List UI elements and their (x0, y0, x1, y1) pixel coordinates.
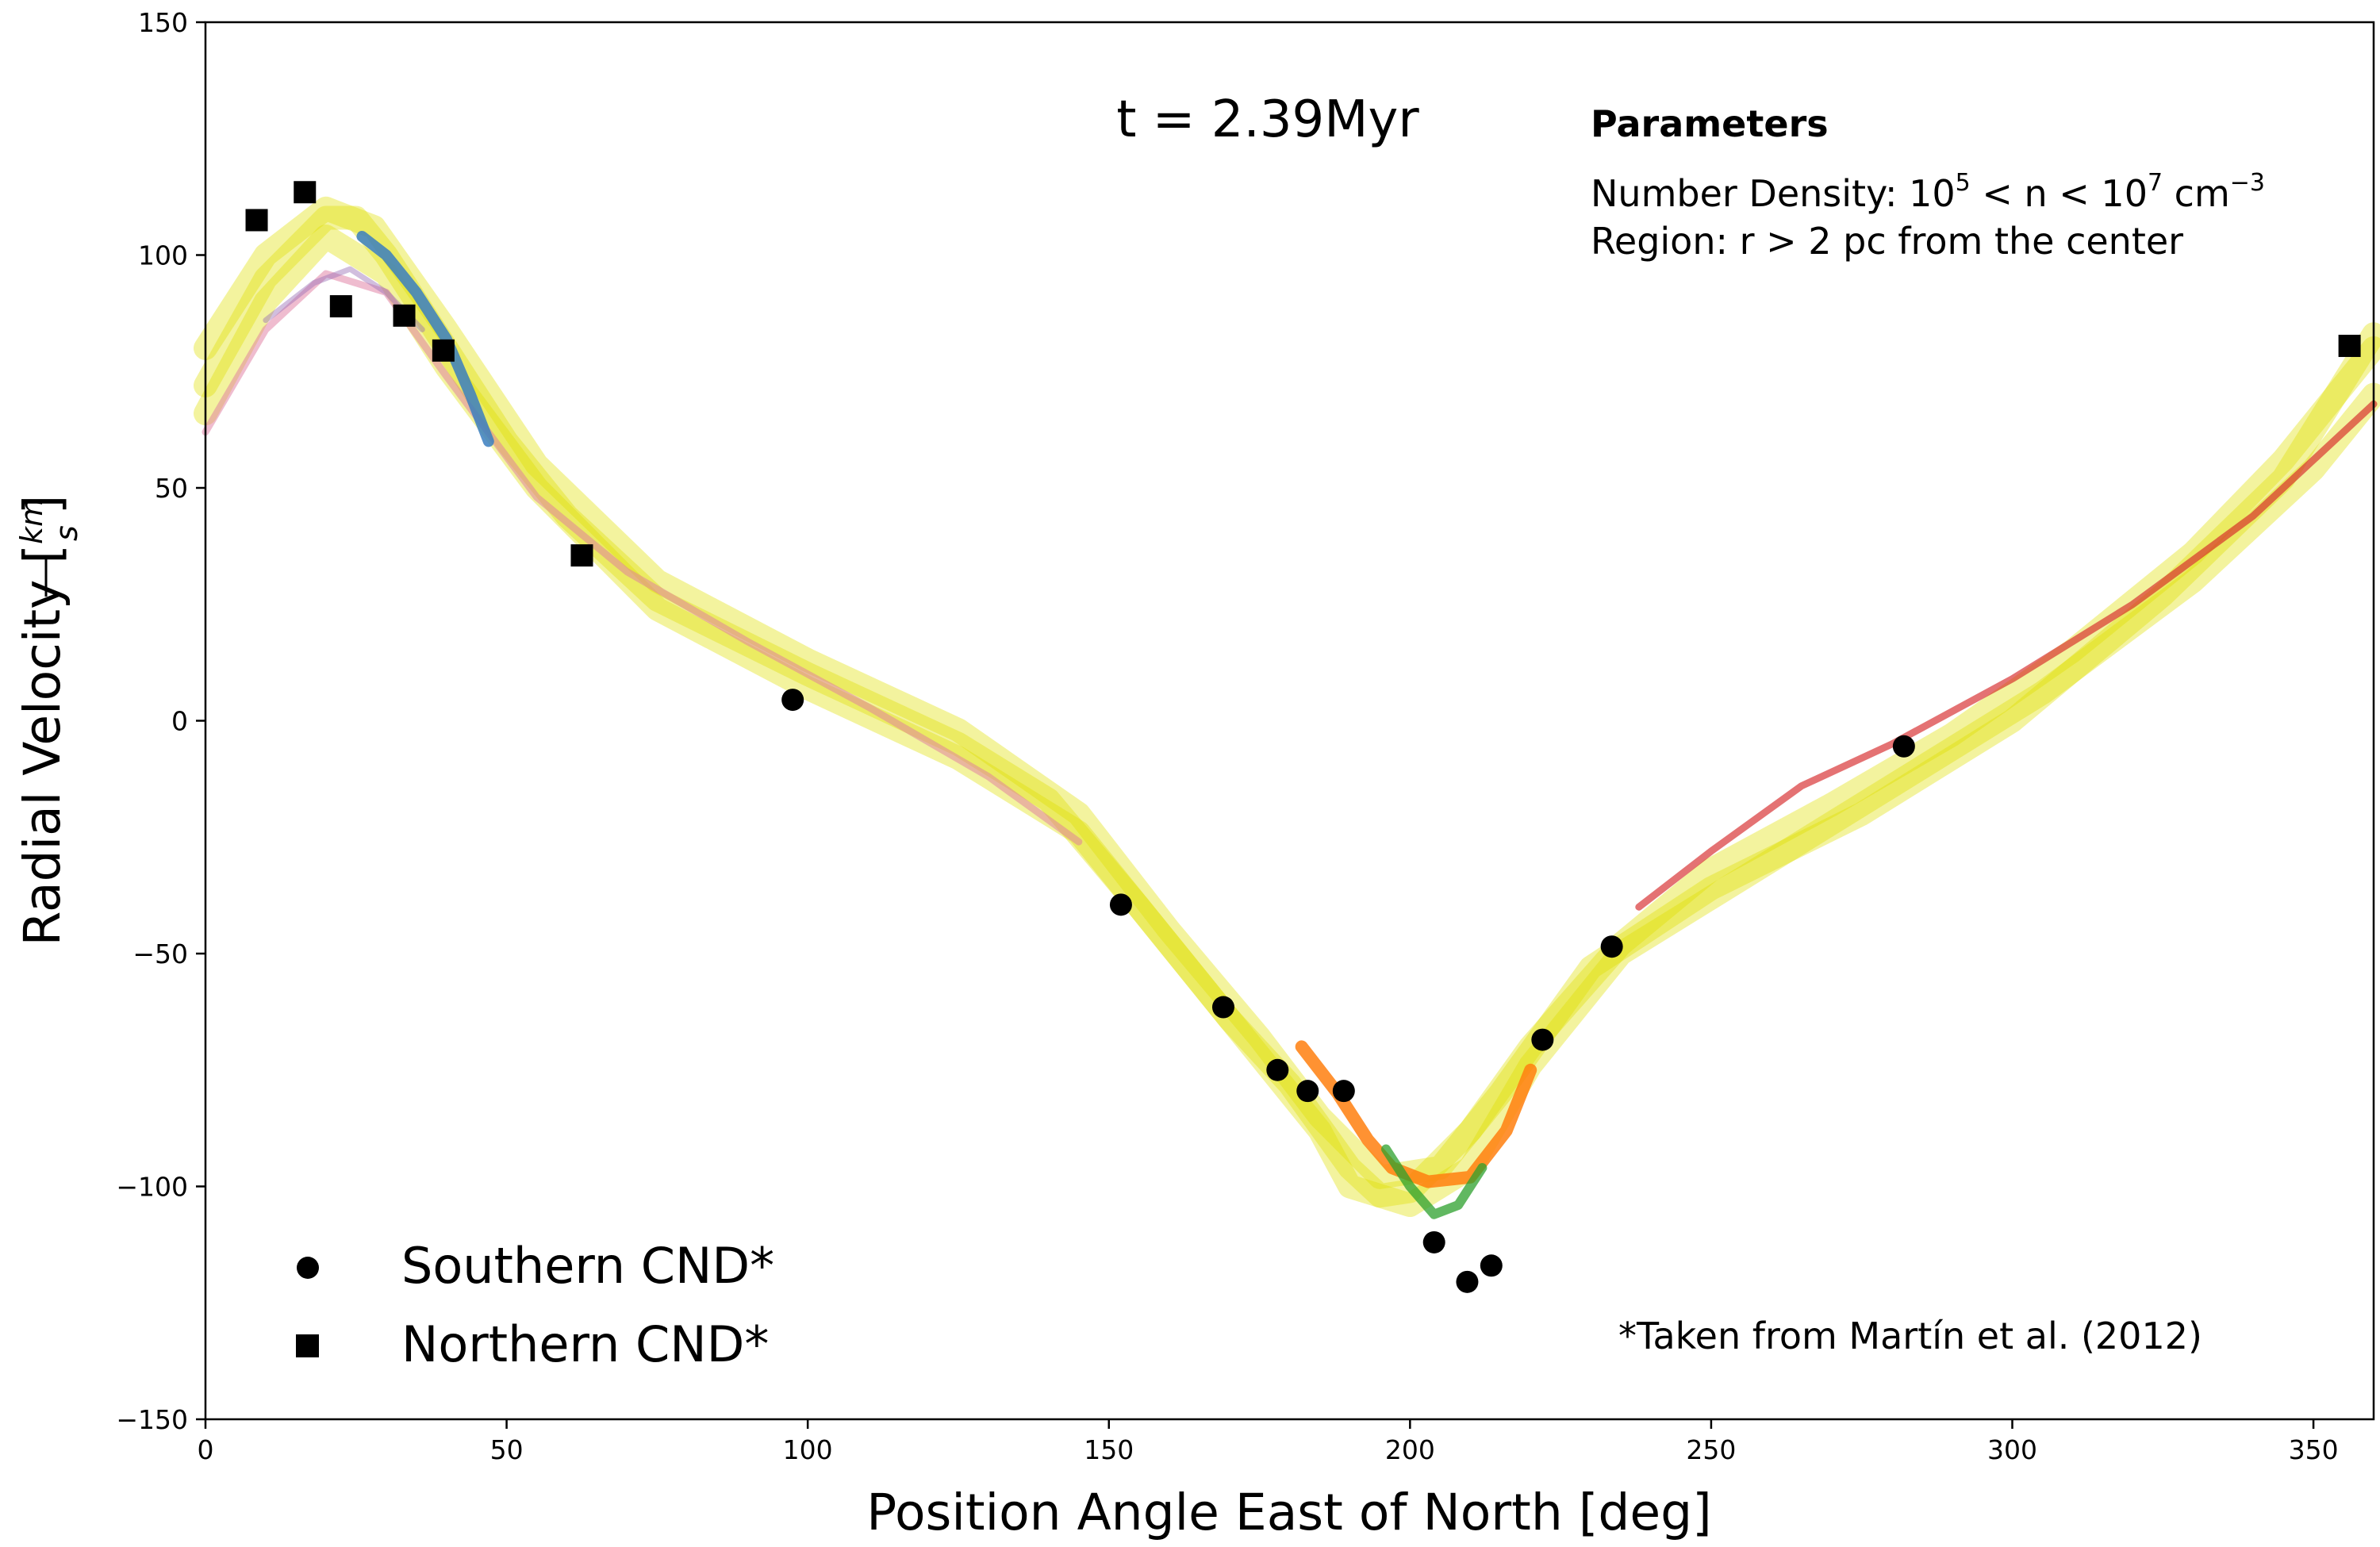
southern-cnd-point (1296, 1080, 1319, 1103)
y-tick-label: −50 (132, 939, 188, 969)
northern-cnd-point (294, 181, 317, 204)
northern-cnd-point (432, 339, 455, 362)
x-tick-label: 200 (1385, 1434, 1435, 1465)
parameters-region: Region: r > 2 pc from the center (1591, 220, 2183, 263)
x-tick-label: 0 (198, 1434, 214, 1465)
southern-cnd-point (1332, 1080, 1355, 1103)
data-markers (245, 181, 2361, 1293)
northern-cnd-point (570, 544, 593, 567)
southern-cnd-point (1480, 1254, 1503, 1277)
y-axis-title: Radial Velocity [kms] (13, 495, 84, 946)
simulation-track-6 (1635, 400, 2378, 911)
y-tick-label: 150 (138, 7, 188, 38)
y-axis-unit-denominator: s (49, 525, 84, 541)
x-axis: 0 50 100 150 200 250 300 350 (198, 1419, 2339, 1465)
southern-cnd-point (1600, 935, 1623, 958)
northern-cnd-point (2338, 334, 2361, 357)
x-tick-label: 350 (2289, 1434, 2339, 1465)
legend-southern-label: Southern CND* (401, 1237, 774, 1295)
southern-cnd-point (1422, 1230, 1445, 1253)
southern-cnd-point (1892, 735, 1915, 758)
legend-northern-label: Northern CND* (401, 1315, 769, 1373)
time-annotation: t = 2.39Myr (1116, 90, 1419, 149)
simulation-track-8 (1381, 1144, 1488, 1219)
x-tick-label: 300 (1987, 1434, 2037, 1465)
y-tick-label: 100 (138, 240, 188, 271)
x-tick-label: 100 (783, 1434, 833, 1465)
legend-southern-marker (297, 1257, 319, 1279)
southern-cnd-point (781, 689, 804, 712)
southern-cnd-point (1456, 1270, 1479, 1293)
simulation-track-3 (202, 270, 1083, 846)
simulation-track-5 (356, 231, 494, 447)
southern-cnd-point (1109, 893, 1132, 916)
y-tick-label: 50 (155, 473, 188, 504)
legend-northern-marker (296, 1334, 319, 1357)
northern-cnd-point (245, 209, 268, 232)
legend: Southern CND* Northern CND* (296, 1237, 774, 1373)
southern-cnd-point (1531, 1028, 1554, 1051)
y-tick-label: −150 (116, 1404, 188, 1435)
y-axis: −150 −100 −50 0 50 100 150 (116, 7, 205, 1435)
parameters-box: Parameters Number Density: 105 < n < 107… (1591, 102, 2265, 263)
x-axis-title: Position Angle East of North [deg] (866, 1484, 1711, 1541)
parameters-title: Parameters (1591, 102, 1829, 145)
y-axis-unit-numerator: km (14, 497, 49, 544)
simulation-track-0 (194, 205, 2380, 1208)
northern-cnd-point (329, 295, 352, 318)
southern-cnd-point (1211, 996, 1234, 1019)
simulation-tracks (194, 196, 2380, 1219)
citation-note: *Taken from Martín et al. (2012) (1618, 1315, 2202, 1357)
x-tick-label: 50 (490, 1434, 524, 1465)
x-tick-label: 150 (1084, 1434, 1134, 1465)
parameters-density: Number Density: 105 < n < 107 cm−3 (1591, 169, 2265, 215)
northern-cnd-point (393, 304, 416, 327)
y-tick-label: 0 (171, 706, 188, 737)
y-tick-label: −100 (116, 1172, 188, 1203)
southern-cnd-point (1266, 1058, 1289, 1081)
x-tick-label: 250 (1686, 1434, 1736, 1465)
